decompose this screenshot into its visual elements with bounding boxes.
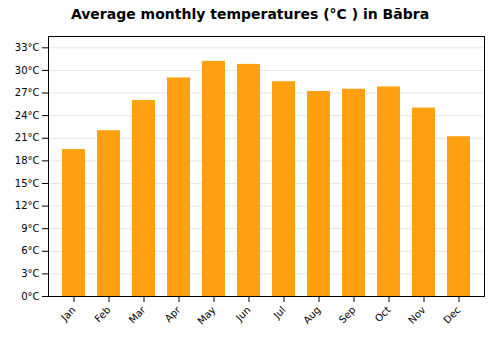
svg-text:33°C: 33°C (15, 42, 40, 53)
svg-text:9°C: 9°C (21, 223, 39, 234)
html-text:Average monthly temperatures (: Average monthly temperatures (°C ) in Bā… (70, 6, 430, 22)
svg-text:15°C: 15°C (15, 178, 40, 189)
svg-text:Sep: Sep (337, 304, 358, 325)
svg-text:Jan: Jan (58, 304, 77, 323)
svg-text:Dec: Dec (441, 304, 462, 325)
svg-text:18°C: 18°C (15, 155, 40, 166)
svg-text:21°C: 21°C (15, 132, 40, 143)
svg-text:Feb: Feb (92, 304, 112, 324)
svg-text:Mar: Mar (127, 304, 149, 326)
svg-text:30°C: 30°C (15, 65, 40, 76)
svg-text:Oct: Oct (373, 304, 393, 324)
svg-text:27°C: 27°C (15, 87, 40, 98)
svg-text:12°C: 12°C (15, 200, 40, 211)
svg-text:Jun: Jun (233, 304, 253, 324)
svg-text:Nov: Nov (406, 304, 428, 326)
svg-text:May: May (195, 304, 217, 326)
svg-text:24°C: 24°C (15, 110, 40, 121)
svg-text:Apr: Apr (163, 304, 184, 325)
svg-text:0°C: 0°C (21, 291, 39, 302)
svg-text:3°C: 3°C (21, 268, 39, 279)
svg-text:Jul: Jul (271, 304, 288, 321)
svg-text:6°C: 6°C (21, 245, 39, 256)
svg-text:Aug: Aug (301, 304, 323, 326)
